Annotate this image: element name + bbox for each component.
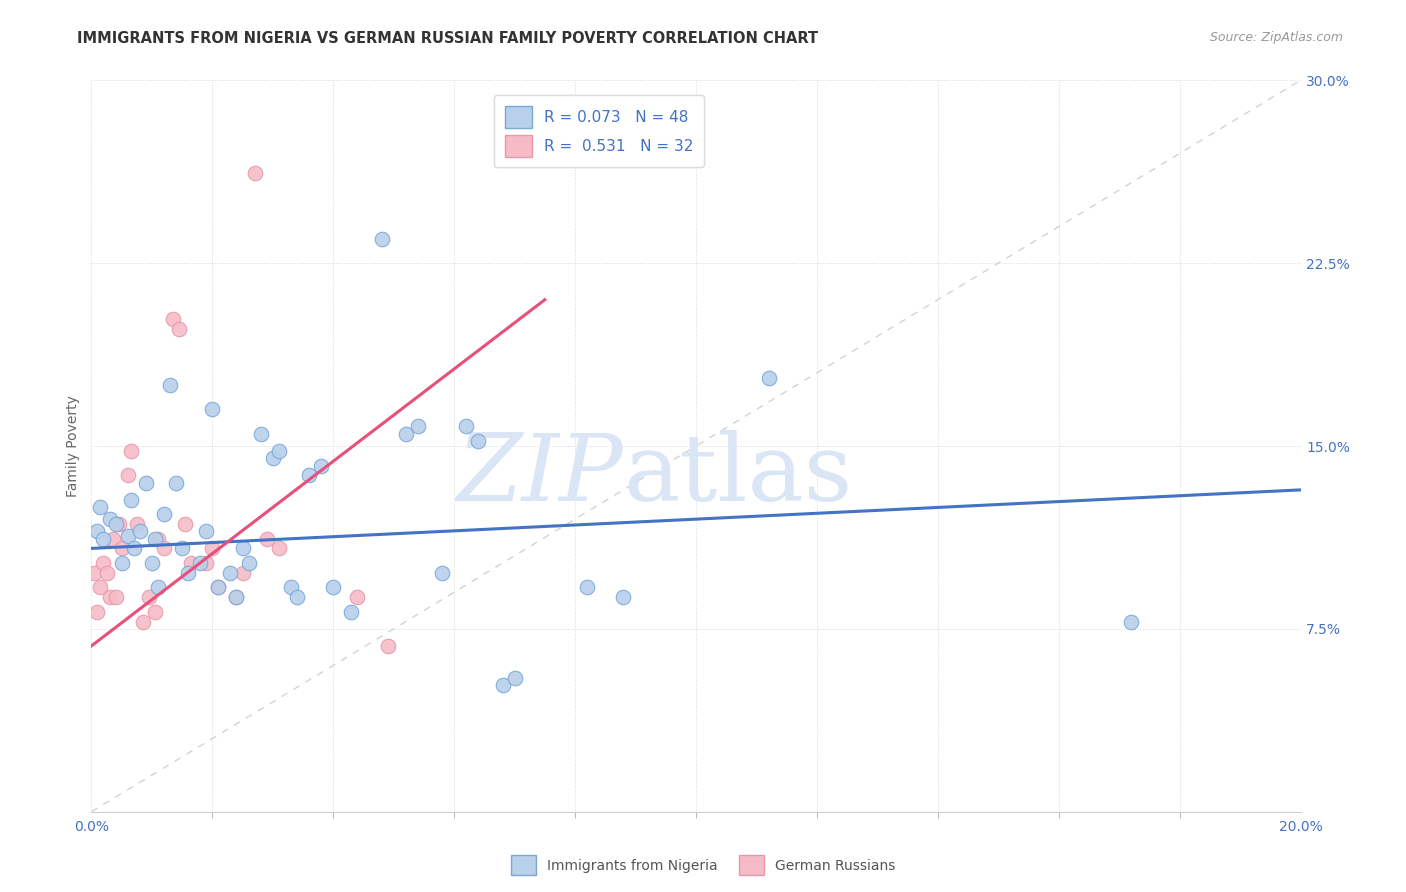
- Point: [267, 541, 290, 556]
- Point: [576, 581, 599, 595]
- Point: [503, 671, 526, 685]
- Point: [172, 541, 194, 556]
- Point: [430, 566, 453, 580]
- Point: [1121, 615, 1143, 629]
- Point: [93, 556, 115, 570]
- Point: [340, 605, 363, 619]
- Text: ZIP: ZIP: [457, 430, 623, 520]
- Point: [309, 458, 332, 473]
- Point: [219, 566, 242, 580]
- Point: [346, 590, 368, 604]
- Point: [167, 322, 190, 336]
- Point: [188, 556, 211, 570]
- Text: atlas: atlas: [623, 430, 852, 520]
- Point: [467, 434, 489, 449]
- Text: IMMIGRANTS FROM NIGERIA VS GERMAN RUSSIAN FAMILY POVERTY CORRELATION CHART: IMMIGRANTS FROM NIGERIA VS GERMAN RUSSIA…: [77, 31, 818, 46]
- Point: [256, 532, 278, 546]
- Point: [225, 590, 247, 604]
- Point: [225, 590, 247, 604]
- Point: [377, 639, 399, 653]
- Legend: Immigrants from Nigeria, German Russians: Immigrants from Nigeria, German Russians: [505, 850, 901, 880]
- Legend: R = 0.073   N = 48, R =  0.531   N = 32: R = 0.073 N = 48, R = 0.531 N = 32: [494, 95, 704, 168]
- Point: [238, 556, 260, 570]
- Point: [122, 541, 145, 556]
- Point: [758, 370, 780, 384]
- Point: [159, 378, 181, 392]
- Point: [395, 426, 418, 441]
- Point: [146, 581, 169, 595]
- Point: [141, 556, 163, 570]
- Point: [111, 541, 132, 556]
- Point: [243, 166, 266, 180]
- Point: [207, 581, 229, 595]
- Point: [125, 516, 148, 531]
- Point: [207, 581, 229, 595]
- Point: [370, 232, 392, 246]
- Point: [83, 566, 105, 580]
- Y-axis label: Family Poverty: Family Poverty: [66, 395, 80, 497]
- Point: [177, 566, 200, 580]
- Point: [93, 532, 115, 546]
- Point: [98, 512, 121, 526]
- Point: [406, 419, 429, 434]
- Point: [98, 590, 121, 604]
- Point: [107, 516, 129, 531]
- Text: Source: ZipAtlas.com: Source: ZipAtlas.com: [1209, 31, 1343, 45]
- Point: [117, 529, 139, 543]
- Point: [162, 312, 184, 326]
- Point: [195, 524, 218, 539]
- Point: [89, 500, 111, 514]
- Point: [135, 475, 157, 490]
- Point: [128, 524, 150, 539]
- Point: [96, 566, 118, 580]
- Point: [138, 590, 160, 604]
- Point: [104, 590, 127, 604]
- Point: [86, 605, 108, 619]
- Point: [174, 516, 197, 531]
- Point: [285, 590, 308, 604]
- Point: [165, 475, 187, 490]
- Point: [153, 508, 176, 522]
- Point: [101, 532, 124, 546]
- Point: [89, 581, 111, 595]
- Point: [117, 468, 139, 483]
- Point: [143, 532, 166, 546]
- Point: [120, 443, 142, 458]
- Point: [612, 590, 634, 604]
- Point: [298, 468, 321, 483]
- Point: [180, 556, 202, 570]
- Point: [201, 402, 224, 417]
- Point: [111, 556, 132, 570]
- Point: [249, 426, 271, 441]
- Point: [231, 541, 253, 556]
- Point: [153, 541, 176, 556]
- Point: [120, 492, 142, 507]
- Point: [262, 451, 284, 466]
- Point: [143, 605, 166, 619]
- Point: [280, 581, 302, 595]
- Point: [86, 524, 108, 539]
- Point: [267, 443, 290, 458]
- Point: [132, 615, 155, 629]
- Point: [231, 566, 253, 580]
- Point: [456, 419, 478, 434]
- Point: [146, 532, 169, 546]
- Point: [201, 541, 224, 556]
- Point: [195, 556, 218, 570]
- Point: [322, 581, 344, 595]
- Point: [104, 516, 127, 531]
- Point: [491, 678, 513, 692]
